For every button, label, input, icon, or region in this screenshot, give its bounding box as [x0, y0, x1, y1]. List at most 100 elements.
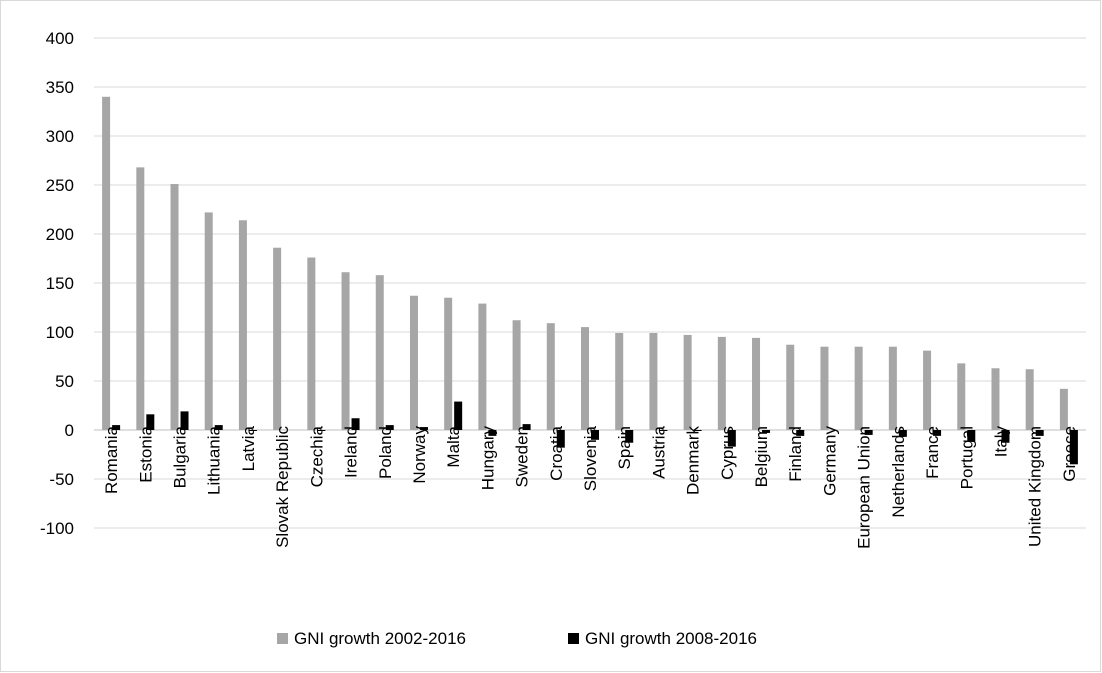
bar-gni-2002-2016 [888, 346, 897, 430]
bar-gni-2002-2016 [512, 320, 521, 430]
bar-gni-2008-2016 [796, 430, 805, 436]
y-tick-label: 150 [46, 274, 74, 293]
x-category-label: Germany [820, 426, 839, 496]
bar-gni-2008-2016 [1001, 430, 1010, 443]
bar-gni-2002-2016 [1025, 369, 1034, 430]
bar-gni-2008-2016 [522, 424, 531, 430]
x-category-label: Italy [991, 426, 1010, 458]
legend-label: GNI growth 2008-2016 [585, 629, 757, 648]
y-tick-label: -50 [49, 470, 74, 489]
x-category-label: Slovak Republic [273, 426, 292, 548]
bar-gni-2008-2016 [625, 430, 634, 443]
y-tick-label: 300 [46, 127, 74, 146]
y-tick-label: 250 [46, 176, 74, 195]
x-category-label: Estonia [136, 425, 155, 482]
x-category-label: European Union [855, 426, 874, 549]
x-category-label: Lithuania [205, 425, 224, 495]
x-axis-category-labels: Romania Estonia Bulgaria Lithuania Latvia Slo… [102, 425, 1079, 548]
bar-gni-2002-2016 [717, 336, 726, 430]
x-category-label: Spain [615, 426, 634, 469]
x-category-label: Norway [410, 426, 429, 484]
x-category-label: Greece [1060, 426, 1079, 482]
bar-gni-2008-2016 [762, 430, 771, 433]
bar-gni-2008-2016 [214, 425, 223, 430]
x-category-label: Croatia [547, 425, 566, 480]
bar-gni-2002-2016 [615, 332, 624, 430]
x-category-label: Finland [786, 426, 805, 482]
bars [102, 96, 1078, 465]
bar-gni-2008-2016 [864, 430, 873, 435]
bar-gni-2002-2016 [375, 275, 384, 430]
bar-gni-2002-2016 [854, 346, 863, 430]
bar-gni-2008-2016 [727, 430, 736, 447]
y-axis-tick-labels: -100 -50 0 50 100 150 200 250 300 350 400 [40, 29, 74, 538]
x-category-label: Romania [102, 425, 121, 494]
bar-gni-2002-2016 [752, 337, 761, 430]
bar-gni-2002-2016 [102, 96, 111, 431]
bar-gni-2008-2016 [317, 430, 326, 431]
x-category-label: Bulgaria [171, 425, 190, 488]
bar-gni-2002-2016 [786, 344, 795, 430]
x-category-label: Latvia [239, 425, 258, 471]
x-category-label: Czechia [307, 425, 326, 487]
bar-gni-2008-2016 [248, 430, 257, 431]
bar-gni-2002-2016 [649, 332, 658, 430]
bar-gni-2002-2016 [136, 167, 145, 431]
bar-gni-2002-2016 [581, 327, 589, 430]
x-category-label: Portugal [957, 426, 976, 489]
x-category-label: Denmark [684, 426, 703, 495]
y-tick-label: 350 [46, 78, 74, 97]
x-category-label: Ireland [342, 426, 361, 478]
bar-gni-2008-2016 [1035, 430, 1044, 436]
bar-gni-2008-2016 [967, 430, 976, 442]
bar-gni-2002-2016 [238, 220, 247, 430]
x-category-label: France [923, 426, 942, 479]
bar-gni-2002-2016 [820, 346, 829, 430]
bar-gni-2008-2016 [351, 418, 360, 430]
bar-gni-2002-2016 [170, 184, 179, 430]
x-category-label: Hungary [478, 426, 497, 491]
legend: GNI growth 2002-2016 GNI growth 2008-2016 [277, 629, 757, 648]
y-tick-label: 0 [65, 421, 74, 440]
bar-gni-2002-2016 [1059, 388, 1068, 430]
legend-label: GNI growth 2002-2016 [294, 629, 466, 648]
x-category-label: United Kingdom [1026, 426, 1045, 547]
x-category-label: Sweden [513, 426, 532, 487]
bar-gni-2008-2016 [454, 401, 463, 430]
bar-gni-2002-2016 [991, 368, 1000, 430]
y-tick-label: 50 [55, 372, 74, 391]
bar-gni-2008-2016 [146, 414, 155, 430]
bar-gni-2002-2016 [478, 303, 487, 430]
bar-gni-2008-2016 [419, 427, 428, 430]
bar-gni-2008-2016 [112, 425, 121, 430]
bar-gni-2008-2016 [591, 430, 599, 440]
bar-gni-2002-2016 [444, 297, 453, 430]
bar-gni-2002-2016 [307, 257, 316, 430]
bar-gni-2002-2016 [273, 247, 282, 430]
x-category-label: Malta [444, 425, 463, 467]
bar-gni-2002-2016 [204, 212, 213, 430]
x-category-label: Belgium [752, 426, 771, 487]
x-category-label: Netherlands [889, 426, 908, 518]
x-category-label: Poland [376, 426, 395, 479]
bar-gni-2008-2016 [180, 411, 189, 430]
bar-gni-2002-2016 [341, 272, 350, 430]
y-tick-label: 400 [46, 29, 74, 48]
bar-gni-2002-2016 [683, 334, 692, 430]
bar-gni-2002-2016 [546, 323, 555, 430]
bar-gni-2008-2016 [659, 430, 668, 431]
legend-swatch [568, 633, 579, 644]
bar-gni-2002-2016 [409, 295, 418, 430]
bar-gni-2002-2016 [957, 363, 966, 430]
bar-gni-2008-2016 [1069, 430, 1078, 465]
bar-gni-2008-2016 [933, 430, 942, 436]
bar-gni-2002-2016 [923, 350, 932, 430]
x-category-label: Austria [649, 425, 668, 478]
legend-swatch [277, 633, 288, 644]
y-tick-label: 200 [46, 225, 74, 244]
y-tick-label: -100 [40, 519, 74, 538]
bar-gni-2008-2016 [898, 430, 907, 437]
x-category-label: Cyprus [718, 426, 737, 480]
